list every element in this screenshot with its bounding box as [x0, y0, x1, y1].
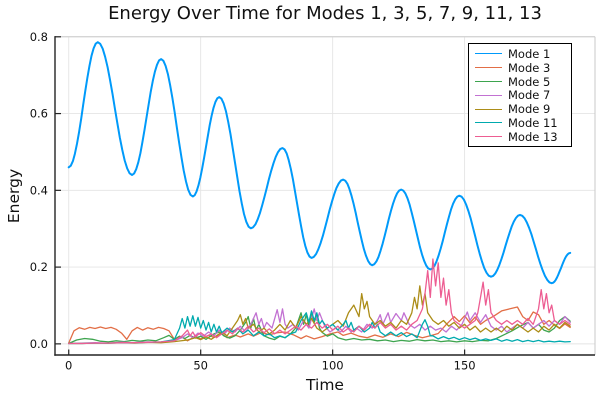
legend-label: Mode 1	[508, 46, 551, 61]
series-line-mode-11	[68, 310, 571, 345]
legend-line-swatch	[475, 67, 502, 69]
series-line-mode-9	[68, 285, 571, 345]
legend-entry: Mode 1	[469, 47, 571, 61]
legend-label: Mode 11	[508, 115, 558, 130]
legend-line-swatch	[475, 53, 502, 55]
y-tick-label: 0.8	[30, 30, 48, 44]
x-tick-label: 150	[454, 359, 476, 373]
legend-label: Mode 3	[508, 60, 551, 75]
legend-line-swatch	[475, 108, 502, 110]
legend-line-swatch	[475, 136, 502, 138]
y-tick-label: 0.4	[30, 183, 48, 197]
legend-label: Mode 13	[508, 129, 558, 144]
legend-label: Mode 9	[508, 102, 551, 117]
legend-label: Mode 5	[508, 74, 551, 89]
legend-entry: Mode 9	[469, 102, 571, 116]
series-group	[67, 41, 572, 345]
legend-label: Mode 7	[508, 88, 551, 103]
chart-title: Energy Over Time for Modes 1, 3, 5, 7, 9…	[108, 3, 542, 24]
y-tick-label: 0.6	[30, 107, 48, 121]
x-tick-label: 100	[322, 359, 344, 373]
x-tick-label: 0	[65, 359, 72, 373]
y-tick-label: 0.2	[30, 260, 48, 274]
legend-line-swatch	[475, 94, 502, 96]
y-axis-label: Energy	[5, 168, 23, 224]
legend-entry: Mode 7	[469, 88, 571, 102]
legend-line-swatch	[475, 122, 502, 124]
legend-entry: Mode 5	[469, 75, 571, 89]
legend-line-swatch	[475, 80, 502, 82]
x-axis-label: Time	[306, 376, 344, 394]
legend-entry: Mode 11	[469, 116, 571, 130]
series-line-mode-1	[67, 41, 572, 285]
legend-entry: Mode 13	[469, 130, 571, 144]
x-tick-label: 50	[193, 359, 208, 373]
series-line-mode-13	[68, 258, 571, 345]
legend: Mode 1 Mode 3 Mode 5 Mode 7 Mode 9 Mode 11 Mod…	[468, 43, 572, 147]
y-tick-label: 0.0	[30, 337, 48, 351]
legend-entry: Mode 3	[469, 61, 571, 75]
